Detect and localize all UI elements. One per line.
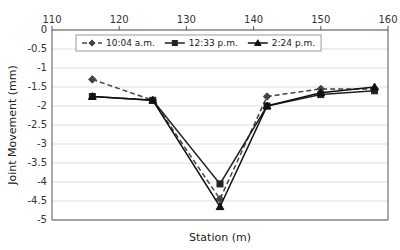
x-tick-label: 120 <box>110 14 129 25</box>
grid-line <box>52 144 388 145</box>
series-marker <box>371 83 379 90</box>
series-line <box>92 91 374 184</box>
grid-line <box>52 87 388 88</box>
x-tick <box>388 26 389 30</box>
series-marker <box>263 93 271 101</box>
x-axis-label: Station (m) <box>189 231 251 244</box>
grid-line <box>52 125 388 126</box>
series-marker <box>264 103 270 109</box>
y-tick-label: -0.5 <box>27 43 47 54</box>
chart: 0 -0.5 -1 -1.5 -2 -2.5 -3 -3.5 -4 -4.5 -5 110 120 130… <box>0 0 400 250</box>
series-marker <box>216 203 224 210</box>
x-tick-label: 130 <box>177 14 196 25</box>
legend-label: 2:24 p.m. <box>272 38 315 48</box>
y-tick-label: -2 <box>37 100 47 111</box>
x-tick <box>253 26 254 30</box>
y-axis-line <box>52 30 53 220</box>
grid-line <box>52 220 388 221</box>
y-axis-label: Joint Movement (mm) <box>6 65 19 186</box>
x-tick-label: 160 <box>378 14 397 25</box>
y-tick-label: -2.5 <box>27 119 47 130</box>
series-line <box>92 87 374 207</box>
y-tick-label: -4 <box>37 176 47 187</box>
series-marker <box>149 97 157 105</box>
series-marker <box>217 181 223 187</box>
series-marker <box>149 96 157 103</box>
legend-label: 10:04 a.m. <box>106 38 155 48</box>
series-marker <box>89 76 97 84</box>
legend-marker <box>89 40 95 46</box>
x-tick <box>320 26 321 30</box>
legend-marker <box>255 40 262 46</box>
legend-marker <box>172 41 177 46</box>
x-tick <box>186 26 187 30</box>
series-group <box>88 76 378 210</box>
x-tick <box>119 26 120 30</box>
background <box>0 0 400 250</box>
x-tick-label: 110 <box>42 14 61 25</box>
x-tick-label: 140 <box>244 14 263 25</box>
y-tick-label: -3 <box>37 138 47 149</box>
grid-line <box>52 163 388 164</box>
legend: 10:04 a.m. 12:33 p.m. 2:24 p.m. <box>76 35 321 51</box>
legend-box <box>76 35 321 51</box>
y-tick-label: -3.5 <box>27 157 47 168</box>
series-marker <box>263 102 271 109</box>
series-marker <box>150 97 156 103</box>
grid-line <box>52 106 388 107</box>
series-marker <box>88 93 96 100</box>
series-marker <box>89 94 95 100</box>
legend-label: 12:33 p.m. <box>189 38 238 48</box>
grid-line <box>52 30 388 31</box>
grid-line <box>52 68 388 69</box>
plot-frame-bottom <box>52 220 388 221</box>
plot-frame-right <box>388 30 389 220</box>
y-tick-label: 0 <box>41 24 47 35</box>
y-tick-label: -5 <box>37 214 47 225</box>
series-line <box>92 79 374 199</box>
y-tick-label: -4.5 <box>27 195 47 206</box>
series-marker <box>317 89 325 96</box>
x-tick <box>52 26 53 30</box>
y-tick-label: -1 <box>37 62 47 73</box>
x-tick-label: 150 <box>311 14 330 25</box>
x-axis-line <box>52 30 388 31</box>
y-tick-label: -1.5 <box>27 81 47 92</box>
